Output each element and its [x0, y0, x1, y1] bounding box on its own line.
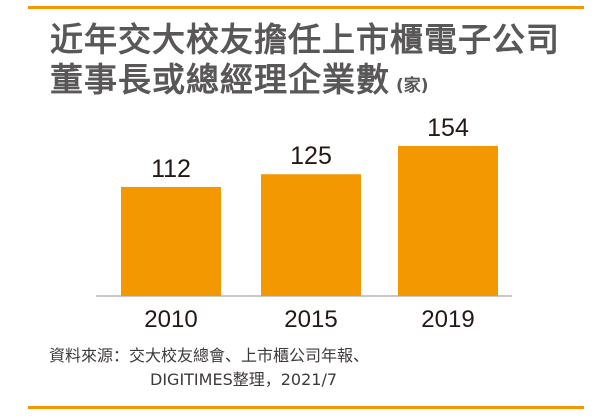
- value-label-2010: 112: [151, 155, 191, 183]
- title-line-2-text: 董事長或總經理企業數: [50, 60, 390, 99]
- value-label-2019: 154: [427, 114, 469, 142]
- title-line-1-text: 近年交大校友擔任上市櫃電子公司: [50, 20, 560, 59]
- chart-title-line-2: 董事長或總經理企業數 (家): [50, 60, 429, 106]
- bottom-accent-rule: [28, 406, 584, 409]
- bar-2010: [121, 186, 221, 296]
- category-label-2019: 2019: [421, 306, 474, 333]
- data-source-note: 資料來源：交大校友總會、上市櫃公司年報、 DIGITIMES整理，2021/7: [49, 344, 369, 392]
- bar-2015: [261, 174, 361, 296]
- top-accent-rule: [28, 6, 584, 9]
- category-label-2010: 2010: [144, 306, 197, 333]
- value-label-2015: 125: [290, 142, 332, 170]
- source-line-2: DIGITIMES整理，2021/7: [150, 370, 338, 389]
- unit-label: (家): [396, 76, 429, 96]
- bar-2019: [398, 146, 498, 296]
- chart-title-line-1: 近年交大校友擔任上市櫃電子公司: [50, 20, 560, 60]
- category-label-2015: 2015: [284, 306, 337, 333]
- source-line-1: 資料來源：交大校友總會、上市櫃公司年報、: [49, 346, 370, 365]
